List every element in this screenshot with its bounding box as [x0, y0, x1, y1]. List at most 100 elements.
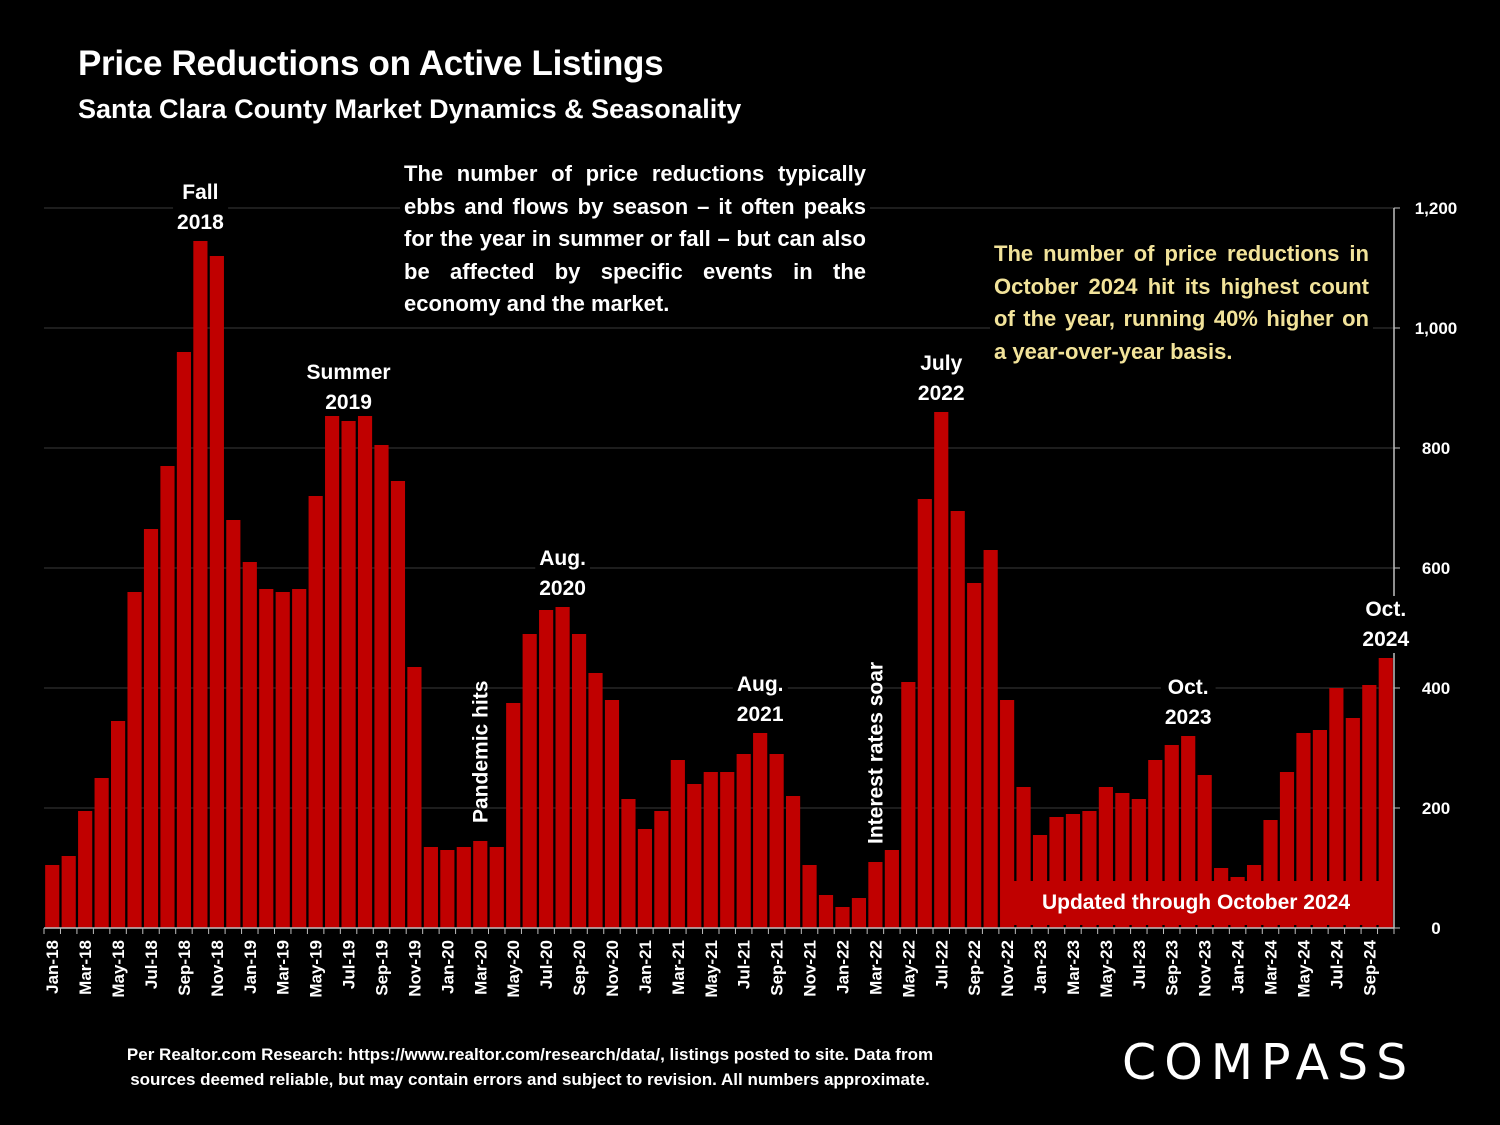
bar-apr-20 [489, 847, 504, 928]
x-tick-label: May-23 [1097, 940, 1116, 998]
x-tick-label: Nov-20 [603, 940, 622, 997]
chart-subtitle: Santa Clara County Market Dynamics & Sea… [78, 94, 742, 124]
bar-nov-21 [802, 865, 817, 928]
bar-may-18 [111, 721, 126, 928]
x-tick-label: Nov-22 [998, 940, 1017, 997]
annotation-background [732, 671, 788, 728]
bar-jun-19 [325, 403, 340, 928]
x-tick-label: Jan-18 [43, 940, 62, 994]
bar-nov-20 [604, 700, 620, 928]
bar-jan-18 [45, 865, 60, 928]
bar-jul-22 [934, 412, 949, 928]
bar-mar-22 [868, 862, 883, 928]
event-annotation: Interest rates soar [864, 662, 887, 844]
x-tick-label: Jul-18 [142, 940, 161, 989]
bar-sep-20 [571, 634, 587, 928]
annotation-background [913, 350, 969, 407]
bar-dec-20 [621, 799, 636, 928]
x-tick-label: Nov-18 [208, 940, 227, 997]
bar-jan-19 [242, 562, 257, 928]
peak-annotation-line: 2018 [177, 211, 224, 234]
x-tick-label: Sep-23 [1163, 940, 1182, 996]
bar-dec-19 [423, 847, 438, 928]
x-tick-label: Mar-22 [866, 940, 885, 995]
y-tick-label: 400 [1422, 679, 1450, 698]
bar-jun-24 [1312, 730, 1327, 928]
october-2024-note: The number of price reductions in Octobe… [990, 238, 1373, 368]
x-tick-label: Mar-20 [471, 940, 490, 995]
peak-annotation-line: Oct. [1168, 676, 1209, 699]
peak-annotation-line: Oct. [1365, 598, 1406, 621]
bar-oct-20 [588, 673, 603, 928]
peak-annotation: Aug. 2021 [737, 673, 784, 726]
peak-annotation: July 2022 [918, 352, 965, 405]
bar-feb-19 [259, 589, 274, 928]
bar-nov-19 [407, 667, 422, 928]
x-tick-label: Mar-21 [669, 940, 688, 995]
y-tick-label: 1,200 [1415, 199, 1458, 218]
bar-feb-18 [61, 856, 76, 928]
bar-oct-23 [1181, 736, 1196, 928]
bar-jun-22 [917, 499, 932, 928]
bar-jan-20 [440, 850, 455, 928]
seasonality-note: The number of price reductions typically… [400, 158, 870, 321]
x-tick-label: Jan-23 [1031, 940, 1050, 994]
event-annotation: Pandemic hits [469, 681, 492, 823]
bar-mar-18 [78, 811, 93, 928]
peak-annotation: Oct. 2023 [1165, 676, 1212, 729]
y-tick-label: 0 [1431, 919, 1440, 938]
bar-aug-22 [950, 511, 965, 928]
x-tick-label: Jan-21 [636, 940, 655, 994]
x-tick-label: Jan-19 [241, 940, 260, 994]
x-tick-label: Mar-24 [1262, 939, 1281, 994]
annotation-background [173, 179, 229, 236]
bar-sep-21 [769, 754, 784, 928]
x-tick-label: Sep-21 [768, 940, 787, 996]
bar-mar-21 [670, 760, 685, 928]
bar-aug-21 [753, 733, 768, 928]
x-tick-label: Sep-24 [1360, 939, 1379, 995]
chart-title: Price Reductions on Active Listings [78, 44, 664, 83]
bar-feb-22 [851, 898, 867, 928]
updated-badge: Updated through October 2024 [1002, 881, 1390, 925]
x-tick-label: Jan-20 [438, 940, 457, 994]
bar-apr-18 [94, 778, 109, 928]
bar-aug-19 [357, 406, 373, 928]
annotation-background [302, 359, 395, 416]
bar-oct-18 [193, 241, 208, 928]
x-tick-label: May-22 [899, 940, 918, 998]
bar-feb-21 [654, 811, 669, 928]
source-footnote: Per Realtor.com Research: https://www.re… [126, 1045, 934, 1089]
x-tick-label: Jul-24 [1327, 939, 1346, 989]
bar-apr-22 [884, 850, 899, 928]
x-tick-label: Jul-20 [537, 940, 556, 989]
y-tick-label: 1,000 [1415, 319, 1458, 338]
x-tick-label: Sep-20 [570, 940, 589, 996]
peak-annotation-line: Summer [307, 361, 391, 384]
x-tick-label: Sep-18 [175, 940, 194, 996]
peak-annotation: Oct. 2024 [1362, 598, 1409, 651]
compass-logo: COMPASS [1122, 1034, 1416, 1091]
bar-aug-20 [555, 607, 570, 928]
peak-annotation-line: 2019 [325, 391, 372, 414]
bar-nov-18 [209, 256, 224, 928]
bar-feb-20 [456, 847, 471, 928]
x-tick-label: Jul-19 [340, 940, 359, 989]
x-tick-label: Sep-22 [965, 940, 984, 996]
peak-annotation: Aug. 2020 [539, 547, 586, 600]
y-tick-label: 600 [1422, 559, 1450, 578]
seasonality-note-text: The number of price reductions typically… [404, 161, 866, 316]
bar-aug-18 [160, 466, 175, 928]
peak-annotation-line: 2024 [1362, 628, 1409, 651]
peak-annotation-line: Aug. [539, 547, 586, 570]
annotation-background [1358, 596, 1414, 653]
x-tick-label: Mar-18 [76, 940, 95, 995]
bar-may-24 [1296, 733, 1311, 928]
bar-may-20 [506, 703, 521, 928]
peak-annotation-line: Fall [182, 181, 218, 204]
x-tick-label: Jul-22 [932, 940, 951, 989]
x-tick-label: Nov-23 [1196, 940, 1215, 997]
bar-jan-22 [835, 907, 850, 928]
bar-dec-18 [226, 520, 241, 928]
x-tick-label: May-21 [702, 940, 721, 998]
